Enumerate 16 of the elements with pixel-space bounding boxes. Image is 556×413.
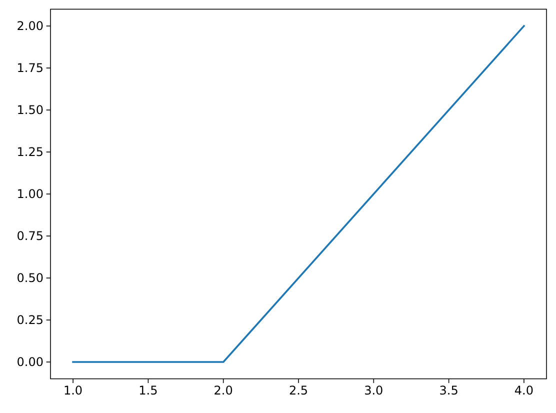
y-tick-label: 1.00 <box>16 187 44 201</box>
y-tick-label: 0.25 <box>16 313 44 327</box>
x-tick-label: 4.0 <box>514 384 534 398</box>
y-tick-label: 2.00 <box>16 19 44 33</box>
x-tick-label: 1.0 <box>64 384 83 398</box>
x-tick-label: 3.5 <box>439 384 458 398</box>
y-tick-label: 1.25 <box>16 145 44 159</box>
y-tick-label: 0.00 <box>16 355 44 369</box>
y-tick-label: 0.75 <box>16 229 44 243</box>
x-tick-label: 2.0 <box>214 384 233 398</box>
y-tick-label: 0.50 <box>16 271 44 285</box>
x-tick-label: 3.0 <box>364 384 384 398</box>
y-tick-label: 1.75 <box>16 61 44 75</box>
x-tick-label: 2.5 <box>288 384 308 398</box>
y-tick-label: 1.50 <box>16 103 44 117</box>
x-tick-label: 1.5 <box>138 384 158 398</box>
